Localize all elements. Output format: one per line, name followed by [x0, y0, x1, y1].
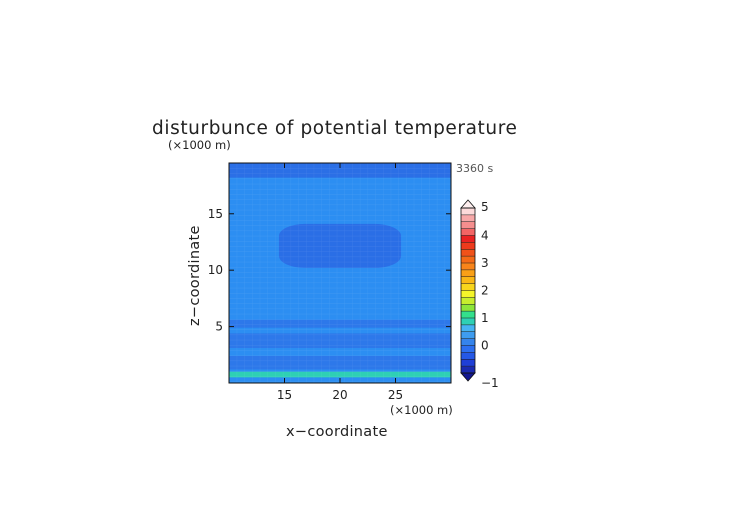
colorbar-swatch [461, 235, 475, 243]
colorbar-swatch [461, 352, 475, 360]
colorbar-swatch [461, 208, 475, 215]
colorbar-swatch [461, 311, 475, 318]
y-axis-unit: (×1000 m) [168, 138, 231, 152]
x-tick-label: 15 [277, 388, 292, 402]
colorbar-tick-label: 5 [481, 200, 489, 214]
colorbar-swatch [461, 276, 475, 284]
colorbar-tick-label: 1 [481, 311, 489, 325]
colorbar-swatch [461, 297, 475, 305]
colorbar-swatch [461, 304, 475, 312]
x-axis-label: x−coordinate [286, 424, 388, 440]
colorbar-swatch [461, 263, 475, 270]
y-tick-label: 15 [208, 207, 223, 221]
colorbar-tick-label: 3 [481, 256, 489, 270]
colorbar-tick-label: 0 [481, 339, 489, 353]
y-tick-label: 5 [215, 320, 223, 334]
colorbar-swatch [461, 249, 475, 257]
x-tick-label: 20 [332, 388, 347, 402]
y-axis-label: z−coordinate [187, 225, 203, 326]
chart-title: disturbunce of potential temperature [152, 118, 518, 139]
colorbar-swatch [461, 214, 475, 222]
colorbar-swatch [461, 228, 475, 236]
colorbar-swatch [461, 359, 475, 367]
colorbar-swatch [461, 242, 475, 250]
colorbar-swatch [461, 256, 475, 263]
colorbar-swatch [461, 338, 475, 346]
colorbar: −1 0 1 2 3 4 5 [460, 199, 499, 390]
colorbar-extend-min [460, 372, 476, 382]
colorbar-swatch [461, 366, 475, 373]
colorbar-tick-label: −1 [481, 376, 499, 390]
colorbar-swatch [461, 318, 475, 325]
colorbar-tick-label: 4 [481, 229, 489, 243]
x-axis-unit: (×1000 m) [390, 403, 453, 417]
colorbar-swatch [461, 283, 475, 291]
colorbar-frame [460, 207, 476, 374]
colorbar-swatch [461, 269, 475, 277]
colorbar-swatch [461, 221, 475, 229]
y-tick-label: 10 [208, 263, 223, 277]
x-tick-label: 25 [388, 388, 403, 402]
colorbar-swatch [461, 290, 475, 298]
model-grid-overlay [229, 163, 451, 383]
colorbar-swatch [461, 324, 475, 332]
time-label: 3360 s [456, 162, 493, 175]
colorbar-tick-label: 2 [481, 284, 489, 298]
colorbar-swatch [461, 345, 475, 353]
heatmap-plot-area [229, 163, 451, 383]
colorbar-swatch [461, 331, 475, 339]
colorbar-extend-max [460, 199, 476, 209]
